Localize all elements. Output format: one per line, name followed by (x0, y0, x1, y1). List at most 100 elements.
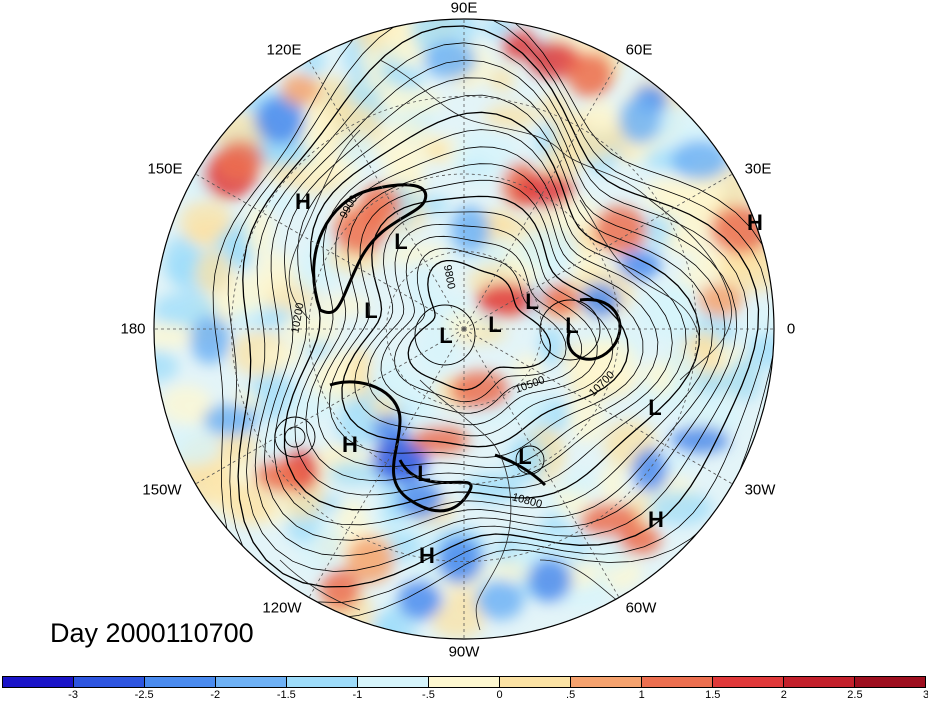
anomaly-patch (281, 313, 340, 345)
colorbar-tick-label: 3 (922, 689, 928, 701)
colorbar-tick-label: .5 (566, 689, 576, 701)
height-contour (407, 259, 552, 391)
low-pressure-marker: L (518, 444, 532, 469)
anomaly-patch (244, 204, 274, 257)
low-pressure-marker: L (364, 298, 378, 323)
anomaly-patch (154, 323, 197, 349)
anomaly-patch (561, 470, 598, 496)
anomaly-patch (154, 350, 179, 383)
colorbar-cell (3, 677, 74, 687)
bold-contour (494, 453, 547, 487)
colorbar-tick-label: -1 (352, 689, 363, 701)
coastline (379, 59, 651, 201)
anomaly-patch (581, 99, 621, 135)
lon-label-0: 0 (786, 320, 796, 338)
latitude-circle (386, 251, 542, 407)
colorbar-cell (855, 677, 925, 687)
high-pressure-marker: H (747, 210, 763, 235)
height-contour (254, 59, 738, 557)
meridian-line (463, 328, 733, 485)
lon-label-90e: 90E (450, 0, 478, 17)
anomaly-center (580, 503, 640, 537)
colorbar-cell (74, 677, 145, 687)
low-pressure-marker: L (565, 313, 579, 338)
anomaly-center (671, 140, 729, 180)
closed-contour (274, 416, 316, 458)
colorbar-cell (145, 677, 216, 687)
low-pressure-marker: L (648, 395, 662, 420)
colorbar-cell (784, 677, 855, 687)
high-pressure-marker: H (648, 507, 664, 532)
anomaly-patch (371, 121, 439, 170)
coastline (279, 559, 361, 611)
low-pressure-marker: L (417, 461, 431, 486)
height-contour (329, 179, 644, 458)
bold-contour (312, 183, 428, 314)
bold-contour (329, 380, 473, 513)
coastline (288, 129, 361, 321)
high-pressure-marker: H (342, 432, 358, 457)
anomaly-center (476, 580, 524, 620)
anomaly-center (567, 52, 613, 98)
colorbar-tick-label: 2.5 (847, 689, 863, 701)
coastline (579, 199, 701, 341)
meridian-line (463, 328, 620, 598)
anomaly-patch (649, 361, 674, 396)
anomaly-center (528, 558, 572, 602)
colorbar-tick-label: -2.5 (134, 689, 154, 701)
anomaly-patch (380, 603, 416, 639)
lon-label-150w: 150W (142, 481, 182, 499)
lon-label-180: 180 (120, 320, 146, 338)
low-pressure-marker: L (488, 312, 502, 337)
anomaly-patch (336, 133, 377, 165)
anomaly-patch (538, 325, 564, 366)
colorbar-cell (429, 677, 500, 687)
meridian-line (308, 60, 465, 330)
anomaly-patch (431, 601, 485, 639)
low-pressure-marker: L (394, 229, 408, 254)
anomaly-patch (539, 92, 570, 125)
colorbar-tick-label: -1.5 (276, 689, 296, 701)
colorbar-tick-label: 2 (780, 689, 787, 701)
anomaly-patch (520, 393, 547, 424)
anomaly-patch (179, 199, 234, 247)
anomaly-patch (642, 177, 697, 210)
colorbar-tick-label: 1 (638, 689, 645, 701)
height-contour (367, 223, 598, 426)
anomaly-patch (407, 259, 441, 314)
anomaly-patch (247, 372, 296, 421)
anomaly-center (216, 140, 264, 180)
colorbar-cell (500, 677, 571, 687)
lon-label-30e: 30E (744, 160, 772, 178)
colorbar-cell (358, 677, 429, 687)
anomaly-center (203, 404, 257, 436)
lon-label-90w: 90W (448, 643, 480, 661)
anomaly-center (255, 459, 305, 491)
anomaly-center (450, 206, 490, 254)
colorbar-tick-label: 0 (496, 689, 503, 701)
anomaly-patch (369, 359, 410, 391)
closed-contour (515, 445, 545, 475)
colorbar-cell (642, 677, 713, 687)
anomaly-patch (284, 392, 340, 421)
anomaly-patch (517, 225, 580, 272)
anomaly-center (346, 536, 394, 584)
anomaly-patch (359, 47, 385, 73)
low-pressure-marker: L (439, 323, 453, 348)
lon-label-120w: 120W (262, 599, 302, 617)
colorbar-tick-labels: -3 -2.5 -2 -1.5 -1 -.5 0 .5 1 1.5 2 2.5 3 (2, 689, 928, 702)
anomaly-patch (653, 281, 701, 332)
anomaly-patch (445, 310, 487, 338)
anomaly-patch (222, 483, 278, 525)
latitude-circle (308, 173, 620, 485)
anomaly-patch (327, 461, 380, 486)
lon-label-150e: 150E (147, 160, 183, 178)
high-pressure-marker: H (295, 189, 311, 214)
anomaly-patch (568, 389, 605, 444)
colorbar-tick-label: -.5 (422, 689, 435, 701)
anomaly-patch (385, 243, 451, 265)
anomaly-patch (258, 344, 305, 366)
meridian-line (195, 173, 465, 330)
anomaly-patch (746, 333, 774, 370)
anomaly-center (281, 74, 319, 106)
